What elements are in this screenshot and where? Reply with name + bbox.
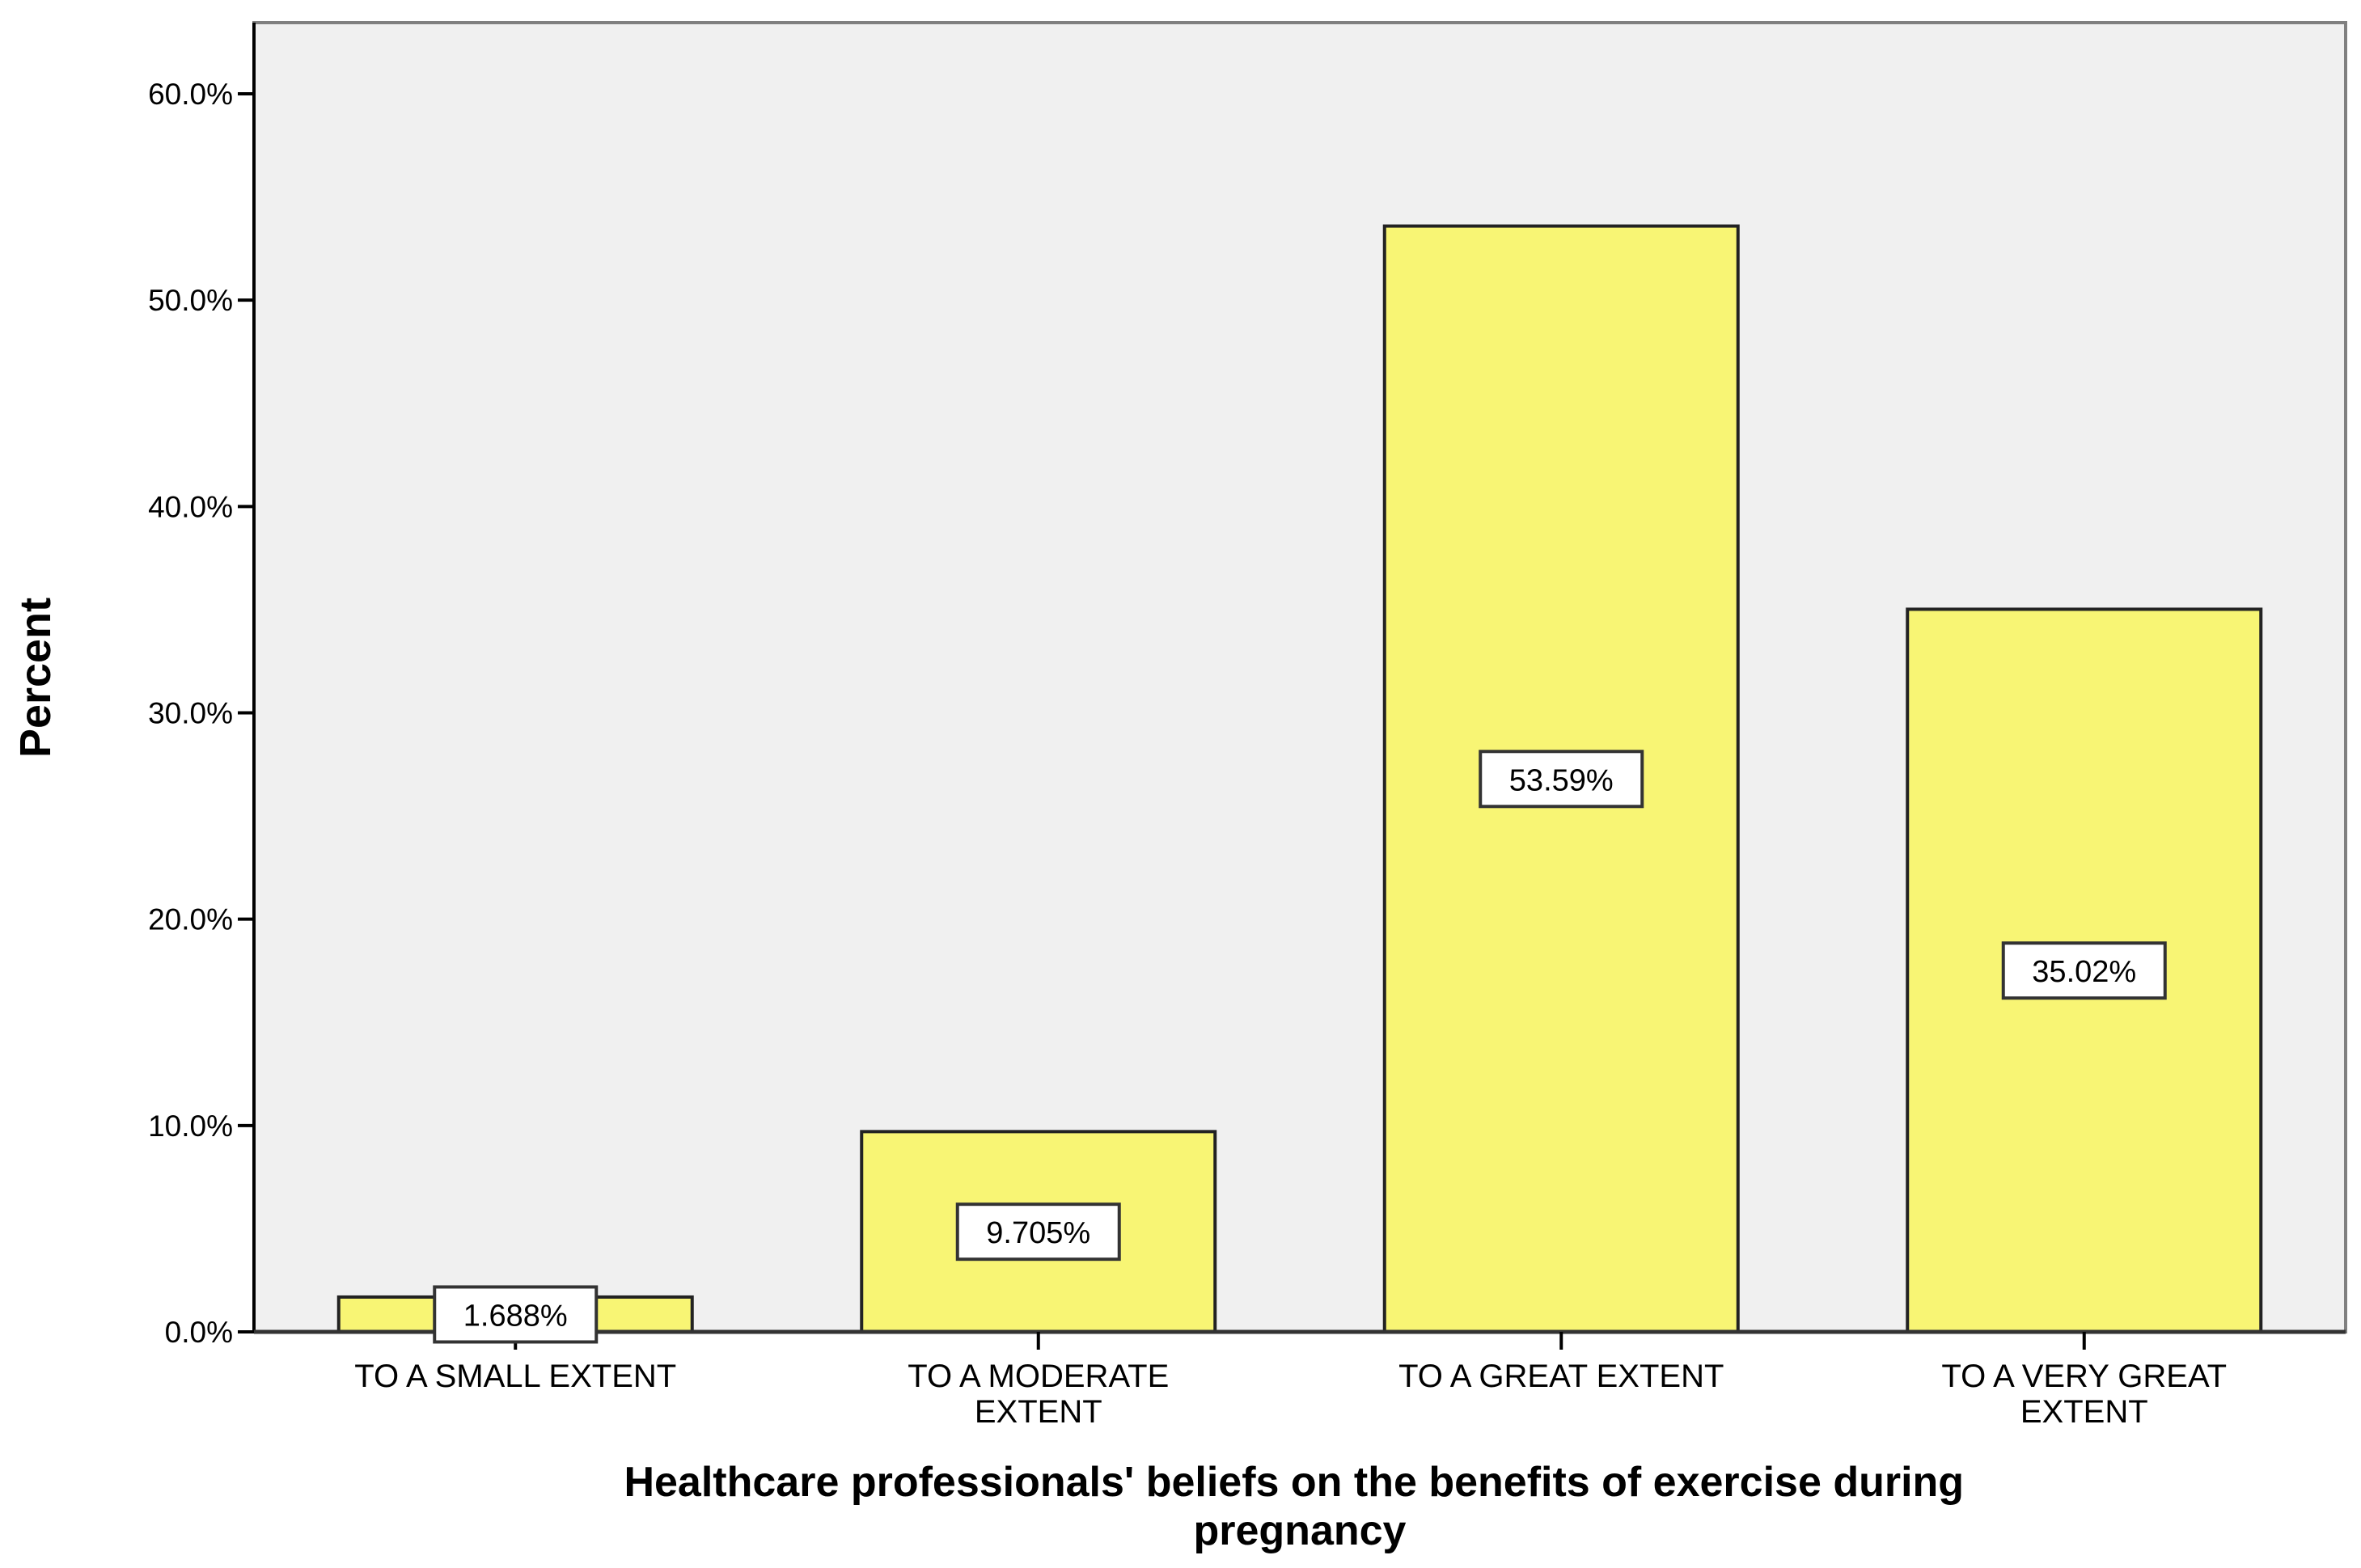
x-tick-label-line: TO A MODERATE bbox=[908, 1359, 1169, 1394]
x-axis-title: Healthcare professionals' beliefs on the… bbox=[624, 1459, 1975, 1554]
x-tick-label-line: TO A SMALL EXTENT bbox=[354, 1359, 676, 1394]
data-label-box bbox=[2001, 941, 2167, 1000]
x-tick-label: TO A GREAT EXTENT bbox=[1398, 1359, 1724, 1394]
y-tick-label: 50.0% bbox=[148, 284, 233, 317]
data-label-box bbox=[1479, 750, 1644, 809]
data-label-box bbox=[433, 1285, 599, 1344]
x-tick-label: TO A MODERATE EXTENT bbox=[908, 1359, 1169, 1430]
data-label: 53.59% bbox=[1509, 763, 1614, 797]
x-tick-label: TO A SMALL EXTENT bbox=[354, 1359, 676, 1394]
data-label: 1.688% bbox=[463, 1299, 568, 1333]
data-label-box bbox=[955, 1202, 1121, 1262]
y-tick-label: 20.0% bbox=[148, 903, 233, 936]
x-tick-label-line: TO A VERY GREAT bbox=[1941, 1359, 2227, 1394]
y-axis-title: Percent bbox=[11, 598, 60, 758]
y-tick-label: 0.0% bbox=[165, 1316, 233, 1349]
y-tick-label: 40.0% bbox=[148, 490, 233, 523]
data-label: 9.705% bbox=[986, 1216, 1090, 1250]
x-tick-label-line: EXTENT bbox=[975, 1394, 1102, 1430]
x-axis-title-line: Healthcare professionals' beliefs on the… bbox=[624, 1459, 1964, 1506]
data-label: 35.02% bbox=[2032, 955, 2136, 989]
x-axis-title-line: pregnancy bbox=[1194, 1507, 1407, 1554]
x-tick-label-line: EXTENT bbox=[2020, 1394, 2148, 1430]
y-tick-label: 30.0% bbox=[148, 697, 233, 730]
y-tick-label: 10.0% bbox=[148, 1109, 233, 1143]
x-tick-label: TO A VERY GREAT EXTENT bbox=[1941, 1359, 2227, 1430]
y-tick-label: 60.0% bbox=[148, 78, 233, 111]
x-tick-label-line: TO A GREAT EXTENT bbox=[1398, 1359, 1724, 1394]
